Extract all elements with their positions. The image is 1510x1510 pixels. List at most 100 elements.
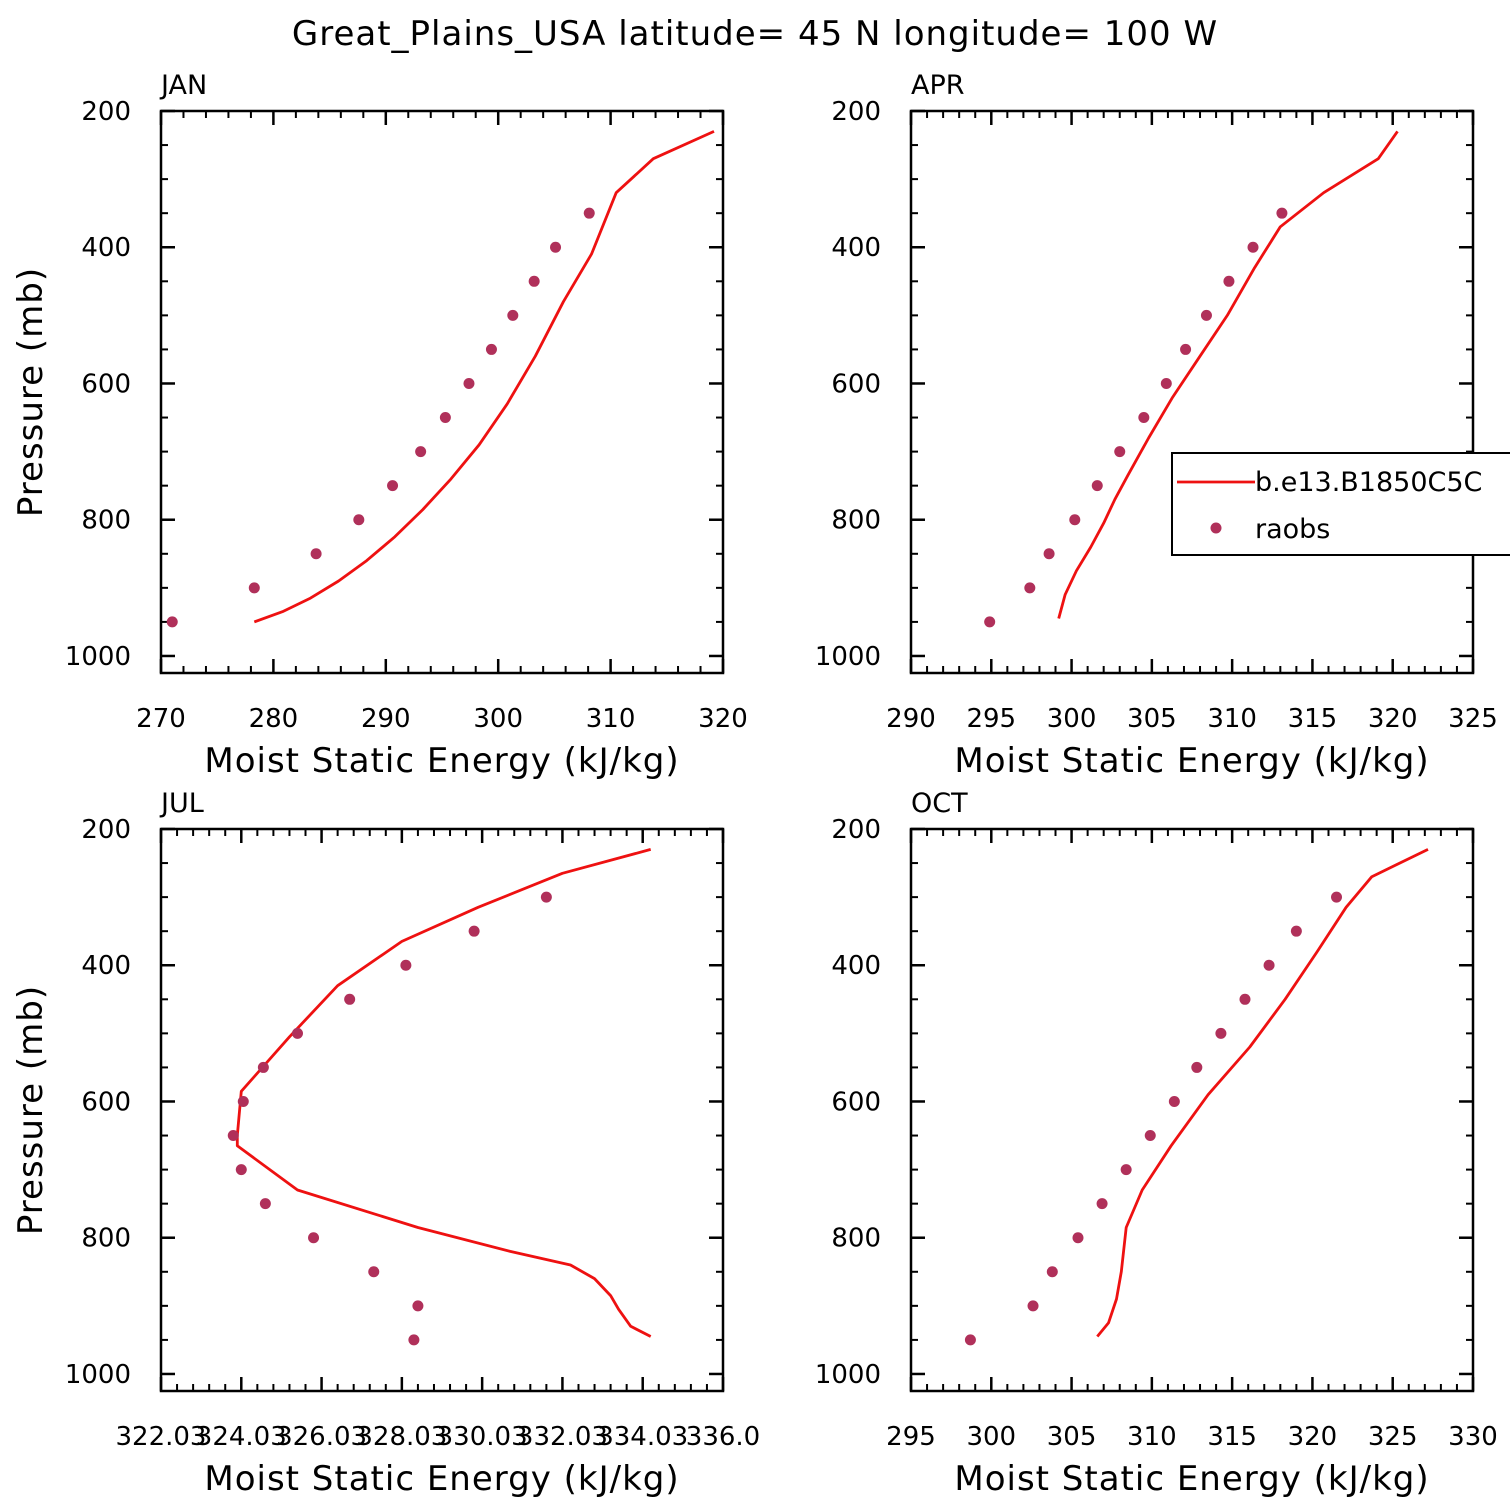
obs-marker: [227, 1130, 239, 1142]
x-axis-label: Moist Static Energy (kJ/kg): [954, 741, 1429, 781]
obs-marker: [964, 1334, 976, 1346]
y-tick-label: 200: [831, 97, 881, 127]
x-tick-label: 326.03: [276, 1422, 367, 1452]
obs-marker: [412, 1300, 424, 1312]
legend: b.e13.B1850C5C raobs: [1171, 452, 1510, 556]
x-tick-label: 324.03: [196, 1422, 287, 1452]
x-tick-label: 305: [1127, 704, 1177, 734]
y-tick-label: 600: [81, 369, 131, 399]
panel-title: JUL: [159, 788, 204, 819]
obs-marker: [1200, 309, 1212, 321]
obs-marker: [1027, 1300, 1039, 1312]
x-tick-label: 315: [1288, 704, 1338, 734]
obs-marker: [1239, 993, 1251, 1005]
x-tick-label: 310: [1207, 704, 1257, 734]
obs-marker: [400, 959, 412, 971]
obs-marker: [310, 548, 322, 560]
obs-marker: [1072, 1232, 1084, 1244]
x-axis-label: Moist Static Energy (kJ/kg): [204, 1459, 679, 1499]
model-line: [235, 848, 652, 1338]
obs-marker: [1091, 480, 1103, 492]
x-tick-label: 322.03: [116, 1422, 207, 1452]
y-tick-label: 600: [831, 369, 881, 399]
model-line: [1057, 130, 1399, 619]
legend-label-raobs: raobs: [1255, 514, 1330, 545]
obs-marker: [408, 1334, 420, 1346]
plot-frame: [159, 827, 725, 1393]
x-tick-label: 330: [1448, 1422, 1498, 1452]
plot-frame: [159, 109, 725, 675]
legend-marker-swatch: [1210, 522, 1222, 534]
obs-marker: [1120, 1164, 1132, 1176]
obs-marker: [237, 1095, 249, 1107]
y-tick-label: 800: [831, 1224, 881, 1254]
y-tick-label: 400: [81, 233, 131, 263]
obs-marker: [984, 616, 996, 628]
obs-marker: [1069, 514, 1081, 526]
obs-marker: [248, 582, 260, 594]
obs-marker: [1160, 377, 1172, 389]
y-tick-label: 200: [831, 815, 881, 845]
x-tick-label: 280: [249, 704, 299, 734]
x-tick-label: 315: [1207, 1422, 1257, 1452]
y-tick-label: 1000: [65, 642, 131, 672]
x-tick-label: 290: [886, 704, 936, 734]
obs-marker: [1191, 1061, 1203, 1073]
y-tick-label: 800: [81, 1224, 131, 1254]
x-tick-label: 300: [473, 704, 523, 734]
obs-marker: [439, 412, 451, 424]
x-tick-label: 305: [1047, 1422, 1097, 1452]
panel-jan: 270 280 290 300 310 320 200 400 600 800 1000 JAN Moi…: [11, 70, 748, 781]
y-tick-label: 400: [831, 233, 881, 263]
y-tick-label: 1000: [65, 1360, 131, 1390]
obs-marker: [415, 446, 427, 458]
obs-marker: [368, 1266, 380, 1278]
y-tick-label: 200: [81, 815, 131, 845]
obs-marker: [1024, 582, 1036, 594]
obs-marker: [387, 480, 399, 492]
obs-marker: [1276, 207, 1288, 219]
obs-marker: [166, 616, 178, 628]
model-line: [1096, 848, 1429, 1338]
x-tick-label: 290: [361, 704, 411, 734]
obs-marker: [1138, 412, 1150, 424]
obs-marker: [468, 925, 480, 937]
obs-marker: [485, 343, 497, 355]
plot-frame: [909, 827, 1475, 1393]
x-tick-label: 320: [698, 704, 748, 734]
obs-marker: [540, 891, 552, 903]
y-tick-label: 600: [81, 1087, 131, 1117]
obs-marker: [583, 207, 595, 219]
x-tick-label: 336.0: [686, 1422, 760, 1452]
x-tick-label: 334.03: [597, 1422, 688, 1452]
panel-title: APR: [911, 70, 965, 101]
x-tick-label: 270: [136, 704, 186, 734]
y-tick-label: 400: [831, 951, 881, 981]
obs-marker: [1144, 1130, 1156, 1142]
obs-marker: [1114, 446, 1126, 458]
x-tick-label: 332.03: [517, 1422, 608, 1452]
obs-marker: [353, 514, 365, 526]
obs-marker: [550, 241, 562, 253]
y-tick-label: 1000: [815, 642, 881, 672]
y-tick-label: 1000: [815, 1360, 881, 1390]
legend-label-model: b.e13.B1850C5C: [1255, 467, 1482, 498]
x-tick-label: 295: [886, 1422, 936, 1452]
x-tick-label: 300: [966, 1422, 1016, 1452]
panels: 270 280 290 300 310 320 200 400 600 800 1000 JAN Moi…: [11, 70, 1510, 1499]
x-axis-label: Moist Static Energy (kJ/kg): [204, 741, 679, 781]
panel-oct: 295 300 305 310 315 320 325 330 200 400 600 800 1000…: [815, 788, 1498, 1499]
obs-marker: [308, 1232, 320, 1244]
obs-marker: [528, 275, 540, 287]
x-axis-label: Moist Static Energy (kJ/kg): [954, 1459, 1429, 1499]
obs-marker: [344, 993, 356, 1005]
y-tick-label: 800: [81, 506, 131, 536]
y-axis-label: Pressure (mb): [11, 267, 51, 517]
obs-marker: [463, 377, 475, 389]
obs-marker: [507, 309, 519, 321]
model-line: [253, 130, 715, 624]
panel-apr: 290 295 300 305 310 315 320 325 200 400 600 800 1000…: [815, 70, 1510, 781]
obs-marker: [1247, 241, 1259, 253]
obs-marker: [1215, 1027, 1227, 1039]
